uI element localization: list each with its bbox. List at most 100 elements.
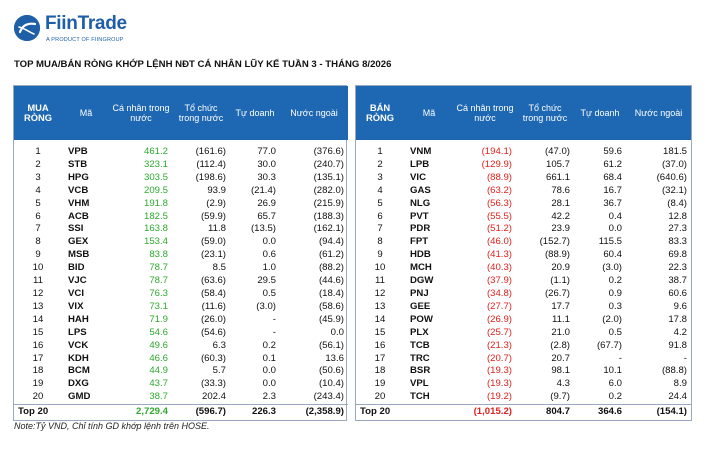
institution-cell: (198.6) bbox=[195, 171, 226, 183]
net-buy-panel: MUA RÒNG Mã Cá nhân trong nước Tổ chức t… bbox=[13, 85, 348, 421]
rank-cell: 15 bbox=[374, 326, 386, 338]
proprietary-cell: 61.2 bbox=[603, 158, 622, 170]
net-sell-total-row: Top 20 (1,015.2) 804.7 364.6 (154.1) bbox=[356, 404, 691, 419]
total-label: Top 20 bbox=[356, 404, 454, 419]
proprietary-cell: 0.0 bbox=[262, 378, 276, 390]
net-sell-header-row: BÁN RÒNG Mã Cá nhân trong nước Tổ chức t… bbox=[356, 86, 691, 140]
foreign-cell: 0.0 bbox=[330, 326, 344, 338]
net-sell-panel: BÁN RÒNG Mã Cá nhân trong nước Tổ chức t… bbox=[355, 85, 692, 421]
header-rank: BÁN RÒNG bbox=[356, 86, 404, 140]
rank-cell: 11 bbox=[375, 275, 385, 287]
proprietary-cell: 59.6 bbox=[603, 146, 622, 157]
ticker-cell: TCB bbox=[410, 339, 430, 351]
institution-cell: 8.5 bbox=[212, 262, 226, 274]
proprietary-cell: 68.4 bbox=[603, 171, 622, 183]
total-foreign: (2,358.9) bbox=[280, 404, 348, 419]
header-rank: MUA RÒNG bbox=[14, 86, 62, 140]
ticker-cell: LPS bbox=[68, 326, 87, 338]
rank-cell: 11 bbox=[33, 275, 43, 287]
table-row: 8 FPT (46.0) (152.7) 115.5 83.3 bbox=[356, 236, 691, 249]
table-row: 8 GEX 153.4 (59.0) 0.0 (94.4) bbox=[14, 236, 348, 249]
rank-cell: 7 bbox=[35, 223, 41, 235]
table-row: 19 VPL (19.3) 4.3 6.0 8.9 bbox=[356, 378, 691, 391]
individual-cell: (55.5) bbox=[486, 210, 512, 222]
individual-cell: 44.9 bbox=[149, 365, 168, 377]
individual-cell: (34.8) bbox=[486, 287, 512, 299]
proprietary-cell: 60.4 bbox=[603, 249, 622, 261]
ticker-cell: HAH bbox=[68, 313, 89, 325]
header-institution: Tổ chức trong nước bbox=[516, 86, 574, 140]
table-row: 2 LPB (129.9) 105.7 61.2 (37.0) bbox=[356, 159, 691, 172]
proprietary-cell: 2.3 bbox=[262, 391, 276, 403]
foreign-cell: 24.4 bbox=[668, 391, 687, 403]
header-institution: Tổ chức trong nước bbox=[172, 86, 230, 140]
institution-cell: (63.6) bbox=[200, 275, 226, 287]
institution-cell: 21.0 bbox=[551, 326, 570, 338]
table-row: 11 DGW (37.9) (1.1) 0.2 38.7 bbox=[356, 275, 691, 288]
table-row: 6 PVT (55.5) 42.2 0.4 12.8 bbox=[356, 211, 691, 224]
proprietary-cell: 0.2 bbox=[608, 391, 622, 403]
table-row: 1 VNM (194.1) (47.0) 59.6 181.5 bbox=[356, 146, 691, 159]
table-row: 16 TCB (21.3) (2.8) (67.7) 91.8 bbox=[356, 340, 691, 353]
total-proprietary: 364.6 bbox=[574, 404, 626, 419]
foreign-cell: (8.4) bbox=[667, 197, 687, 209]
net-sell-table: BÁN RÒNG Mã Cá nhân trong nước Tổ chức t… bbox=[356, 86, 691, 419]
institution-cell: 202.4 bbox=[201, 391, 226, 403]
proprietary-cell: 1.0 bbox=[262, 262, 276, 274]
institution-cell: (88.9) bbox=[544, 249, 570, 261]
foreign-cell: (135.1) bbox=[313, 171, 344, 183]
ticker-cell: KDH bbox=[68, 352, 89, 364]
institution-cell: 661.1 bbox=[545, 171, 570, 183]
foreign-cell: (58.6) bbox=[318, 300, 344, 312]
proprietary-cell: (2.0) bbox=[602, 313, 622, 325]
rank-cell: 3 bbox=[35, 171, 41, 183]
rank-cell: 4 bbox=[35, 184, 41, 196]
ticker-cell: BID bbox=[68, 262, 85, 274]
individual-cell: 78.7 bbox=[149, 275, 168, 287]
rank-cell: 9 bbox=[377, 249, 383, 261]
institution-cell: (2.8) bbox=[550, 339, 570, 351]
individual-cell: 83.8 bbox=[149, 249, 168, 261]
individual-cell: 209.5 bbox=[143, 184, 168, 196]
foreign-cell: (640.6) bbox=[656, 171, 687, 183]
ticker-cell: MCH bbox=[410, 262, 432, 274]
rank-cell: 19 bbox=[374, 378, 386, 390]
table-row: 1 VPB 461.2 (161.6) 77.0 (376.6) bbox=[14, 146, 348, 159]
foreign-cell: (88.2) bbox=[318, 262, 344, 274]
rank-cell: 15 bbox=[32, 326, 44, 338]
proprietary-cell: 0.6 bbox=[262, 249, 276, 261]
rank-cell: 14 bbox=[374, 313, 386, 325]
foreign-cell: (215.9) bbox=[313, 197, 344, 209]
individual-cell: 182.5 bbox=[143, 210, 168, 222]
table-row: 9 MSB 83.8 (23.1) 0.6 (61.2) bbox=[14, 249, 348, 262]
table-row: 9 HDB (41.3) (88.9) 60.4 69.8 bbox=[356, 249, 691, 262]
rank-cell: 12 bbox=[32, 287, 44, 299]
individual-cell: (51.2) bbox=[486, 223, 512, 235]
brand-tagline: A PRODUCT OF FIINGROUP bbox=[46, 37, 124, 43]
proprietary-cell: 0.1 bbox=[262, 352, 276, 364]
proprietary-cell: 30.3 bbox=[257, 171, 276, 183]
table-row: 19 DXG 43.7 (33.3) 0.0 (10.4) bbox=[14, 378, 348, 391]
individual-cell: (37.9) bbox=[486, 275, 512, 287]
ticker-cell: HDB bbox=[410, 249, 431, 261]
foreign-cell: (44.6) bbox=[318, 275, 344, 287]
institution-cell: 17.7 bbox=[551, 300, 570, 312]
proprietary-cell: (3.0) bbox=[602, 262, 622, 274]
proprietary-cell: (21.4) bbox=[250, 184, 276, 196]
foreign-cell: 9.6 bbox=[673, 300, 687, 312]
institution-cell: 6.3 bbox=[212, 339, 226, 351]
rank-cell: 16 bbox=[374, 339, 386, 351]
proprietary-cell: 0.4 bbox=[608, 210, 622, 222]
ticker-cell: BSR bbox=[410, 365, 431, 377]
proprietary-cell: 0.0 bbox=[262, 365, 276, 377]
foreign-cell: 8.9 bbox=[673, 378, 687, 390]
ticker-cell: VCK bbox=[68, 339, 89, 351]
institution-cell: (58.4) bbox=[200, 287, 226, 299]
header-code: Mã bbox=[62, 86, 110, 140]
ticker-cell: LPB bbox=[410, 158, 430, 170]
table-row: 13 GEE (27.7) 17.7 0.3 9.6 bbox=[356, 301, 691, 314]
individual-cell: 163.8 bbox=[143, 223, 168, 235]
institution-cell: (47.0) bbox=[544, 146, 570, 157]
rank-cell: 10 bbox=[374, 262, 386, 274]
foreign-cell: (282.0) bbox=[313, 184, 344, 196]
